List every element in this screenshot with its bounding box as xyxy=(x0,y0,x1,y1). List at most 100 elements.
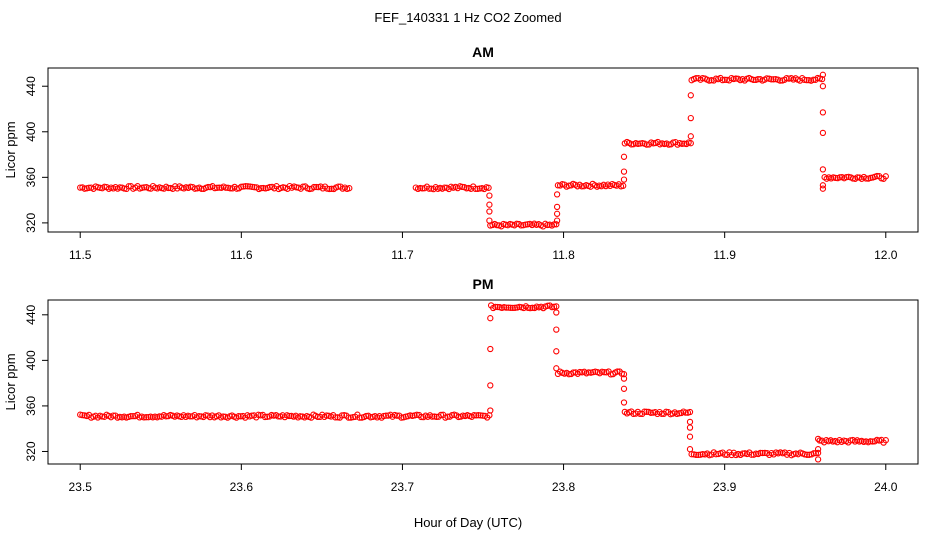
data-point xyxy=(553,221,560,228)
data-point xyxy=(819,182,827,189)
data-point xyxy=(757,449,764,457)
data-point xyxy=(356,414,363,421)
data-point xyxy=(819,83,827,90)
data-point xyxy=(643,408,650,415)
data-point xyxy=(240,183,247,190)
data-point xyxy=(486,217,493,224)
x-tick-label: 23.8 xyxy=(552,480,576,494)
data-point xyxy=(686,408,694,416)
data-point xyxy=(249,183,256,191)
am-panel: AM Licor ppm 11.5 11.6 11.7 11.8 11.9 12.0 320 36… xyxy=(3,44,919,262)
data-point xyxy=(686,418,694,426)
x-tick-label: 11.9 xyxy=(713,248,736,262)
y-tick-label: 320 xyxy=(24,441,38,461)
data-point xyxy=(524,304,532,311)
y-tick-label: 360 xyxy=(24,167,38,187)
data-point xyxy=(345,414,352,421)
plot-frame xyxy=(47,299,919,465)
data-point xyxy=(882,437,889,444)
data-point xyxy=(544,221,551,229)
data-point xyxy=(553,203,561,211)
data-point xyxy=(487,315,494,322)
data-point xyxy=(313,183,320,191)
data-point xyxy=(721,76,728,83)
data-point xyxy=(814,449,822,457)
data-point xyxy=(832,174,839,182)
data-point xyxy=(620,168,628,175)
data-point xyxy=(814,456,822,463)
x-tick-label: 23.9 xyxy=(713,480,737,494)
data-point xyxy=(867,438,874,445)
data-point xyxy=(686,433,694,440)
data-point xyxy=(472,185,479,192)
data-point xyxy=(485,184,492,191)
data-point xyxy=(686,446,694,453)
data-point xyxy=(814,435,822,443)
data-point xyxy=(338,412,346,419)
data-point xyxy=(211,184,218,192)
y-tick-label: 440 xyxy=(24,304,38,324)
data-point xyxy=(77,184,84,191)
data-point xyxy=(503,304,510,311)
data-point xyxy=(682,409,689,416)
data-point xyxy=(695,451,702,459)
data-point xyxy=(165,184,172,192)
data-point xyxy=(678,140,686,147)
data-point xyxy=(257,184,265,192)
data-point xyxy=(620,385,628,392)
data-point xyxy=(507,304,514,311)
data-point xyxy=(818,75,826,83)
y-tick-label: 400 xyxy=(24,350,38,370)
data-point xyxy=(261,413,269,421)
data-point xyxy=(620,176,628,183)
data-point xyxy=(647,409,655,416)
x-tick-label: 23.6 xyxy=(230,480,254,494)
y-tick-label: 360 xyxy=(24,396,38,416)
data-point xyxy=(836,174,844,181)
data-point xyxy=(819,185,827,192)
data-point xyxy=(750,76,757,84)
figure-title: FEF_140331 1 Hz CO2 Zoomed xyxy=(374,10,562,25)
x-tick-label: 11.5 xyxy=(69,248,92,262)
data-point xyxy=(819,129,827,137)
data-point xyxy=(487,382,494,389)
data-point xyxy=(553,309,560,316)
data-point xyxy=(429,413,436,420)
data-point xyxy=(310,183,318,191)
data-point xyxy=(140,414,148,421)
data-point xyxy=(486,208,493,215)
data-point xyxy=(511,304,519,311)
data-point xyxy=(509,304,516,312)
data-point xyxy=(843,173,850,181)
data-point xyxy=(517,222,525,229)
data-point xyxy=(686,424,694,431)
x-tick-label: 12.0 xyxy=(874,248,898,262)
data-point xyxy=(398,414,405,421)
data-point xyxy=(437,411,445,419)
data-point xyxy=(191,185,199,192)
x-tick-label: 24.0 xyxy=(874,480,898,494)
x-tick-label: 11.6 xyxy=(230,248,253,262)
data-point xyxy=(553,210,561,217)
data-point xyxy=(641,408,648,415)
data-point xyxy=(601,369,608,376)
data-point xyxy=(776,77,784,84)
data-point xyxy=(849,175,857,182)
panel-title: AM xyxy=(472,44,494,60)
data-point xyxy=(687,92,694,99)
data-point xyxy=(297,413,304,420)
data-point xyxy=(803,76,810,84)
data-point xyxy=(553,217,561,224)
data-point xyxy=(719,76,726,84)
y-tick-label: 400 xyxy=(24,121,38,141)
data-point xyxy=(326,185,333,193)
data-point xyxy=(620,182,627,189)
x-tick-label: 23.7 xyxy=(391,480,415,494)
data-point xyxy=(505,304,512,311)
data-point xyxy=(814,446,822,453)
plot-frame xyxy=(47,67,919,233)
data-point xyxy=(473,412,480,419)
data-point xyxy=(810,450,817,457)
panel-title: PM xyxy=(473,276,494,292)
